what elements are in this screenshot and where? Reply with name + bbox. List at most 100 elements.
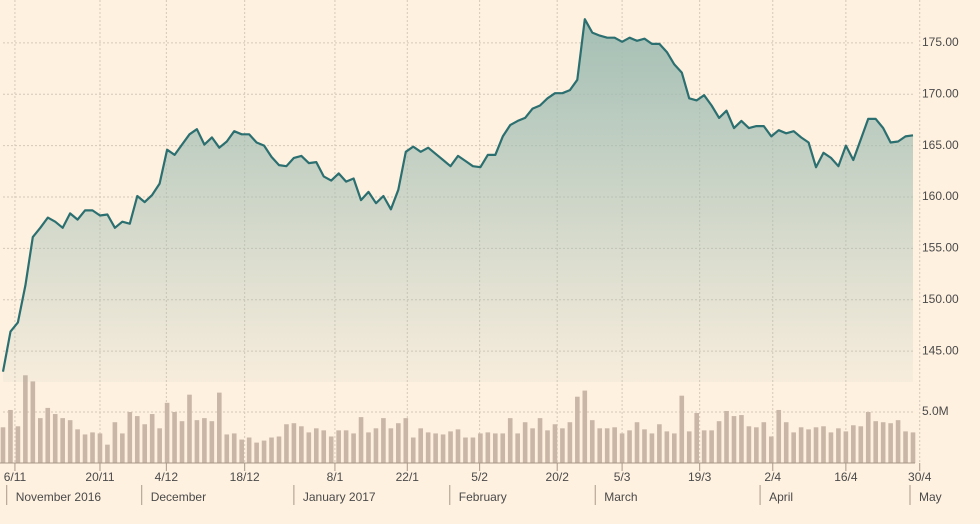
volume-bar <box>216 392 222 463</box>
volume-bar <box>366 432 371 463</box>
volume-bar <box>463 437 468 463</box>
volume-bar <box>619 433 625 463</box>
volume-bar <box>261 440 267 463</box>
volume-bar <box>798 427 804 463</box>
volume-bar <box>82 434 88 463</box>
volume-bar <box>478 433 483 463</box>
x-tick-label: 16/4 <box>834 470 858 484</box>
volume-bar <box>530 428 535 463</box>
volume-bar <box>768 436 774 463</box>
volume-bar <box>231 433 237 463</box>
volume-bar <box>418 428 424 463</box>
volume-bar <box>284 424 289 463</box>
x-tick-label: 4/12 <box>155 470 179 484</box>
volume-bar <box>45 407 51 463</box>
volume-bar <box>142 424 148 463</box>
volume-bar <box>686 431 692 463</box>
x-tick-label: 5/2 <box>471 470 488 484</box>
volume-bar <box>299 426 304 463</box>
x-tick-label: 6/11 <box>4 470 27 484</box>
y-tick-label: 170.00 <box>922 86 959 100</box>
volume-bar <box>396 423 401 463</box>
volume-bar <box>515 433 520 463</box>
volume-bar <box>880 422 886 463</box>
volume-bar <box>30 381 36 463</box>
volume-bar <box>343 430 349 463</box>
volume-bar <box>649 433 655 463</box>
volume-bar <box>836 428 841 463</box>
volume-bar <box>589 420 595 463</box>
volume-bar <box>694 413 700 463</box>
volume-bar <box>716 421 722 463</box>
month-label: April <box>769 490 793 504</box>
volume-bar <box>239 439 245 463</box>
volume-bar <box>60 418 65 463</box>
volume-bar <box>522 422 528 463</box>
volume-bar <box>410 437 416 463</box>
volume-bar <box>739 415 744 463</box>
x-tick-label: 22/1 <box>396 470 420 484</box>
volume-bar <box>52 414 58 463</box>
volume-bar <box>187 394 192 463</box>
volume-bar <box>440 434 446 463</box>
volume-bar <box>246 437 252 463</box>
volume-bar <box>120 433 125 463</box>
volume-bar <box>112 422 118 463</box>
x-tick-label: 19/3 <box>688 470 712 484</box>
volume-bar <box>381 418 386 463</box>
volume-bar <box>761 422 767 463</box>
volume-bar <box>485 432 491 463</box>
volume-bar <box>403 418 409 463</box>
volume-bar <box>67 420 73 463</box>
volume-bar <box>358 417 364 463</box>
volume-bar <box>90 432 95 463</box>
volume-bar <box>157 428 162 463</box>
volume-bar <box>776 409 782 463</box>
volume-bar <box>172 412 177 463</box>
volume-bar <box>15 426 21 463</box>
y-tick-label: 150.00 <box>922 292 959 306</box>
volume-bar <box>306 432 312 463</box>
volume-bar <box>709 430 714 463</box>
x-tick-label: 2/4 <box>764 470 781 484</box>
volume-bar <box>552 424 558 463</box>
volume-bar <box>507 418 513 463</box>
volume-bar <box>545 430 550 463</box>
volume-bar <box>895 420 901 463</box>
volume-bar <box>500 433 506 463</box>
volume-bar <box>209 421 215 463</box>
volume-bar <box>791 432 796 463</box>
volume-bar <box>164 402 170 463</box>
volume-bar <box>455 429 461 463</box>
volume-bar <box>105 444 110 463</box>
y-tick-label: 155.00 <box>922 241 959 255</box>
volume-bar <box>537 418 543 463</box>
volume-bar <box>657 424 662 463</box>
volume-bar <box>202 418 207 463</box>
volume-bar <box>843 431 849 463</box>
x-tick-label: 30/4 <box>908 470 932 484</box>
volume-bar <box>873 421 879 463</box>
volume-bar <box>664 431 670 463</box>
volume-bar <box>97 433 103 463</box>
volume-bar <box>492 433 498 463</box>
volume-bar <box>433 433 438 463</box>
volume-bar <box>313 428 319 463</box>
y-tick-label: 160.00 <box>922 189 959 203</box>
month-label: November 2016 <box>16 490 102 504</box>
volume-bar <box>746 426 752 463</box>
volume-bar <box>75 429 80 463</box>
volume-bar <box>642 429 647 463</box>
volume-bar <box>388 428 394 463</box>
x-tick-label: 8/1 <box>327 470 344 484</box>
volume-bar <box>604 428 610 463</box>
volume-bar <box>149 414 155 463</box>
volume-bar <box>597 428 603 463</box>
volume-bar <box>679 395 685 463</box>
volume-bar <box>276 436 282 463</box>
y-tick-label: 145.00 <box>922 343 959 357</box>
volume-bar <box>134 416 140 463</box>
volume-bar <box>731 416 737 463</box>
volume-bar <box>373 428 379 463</box>
